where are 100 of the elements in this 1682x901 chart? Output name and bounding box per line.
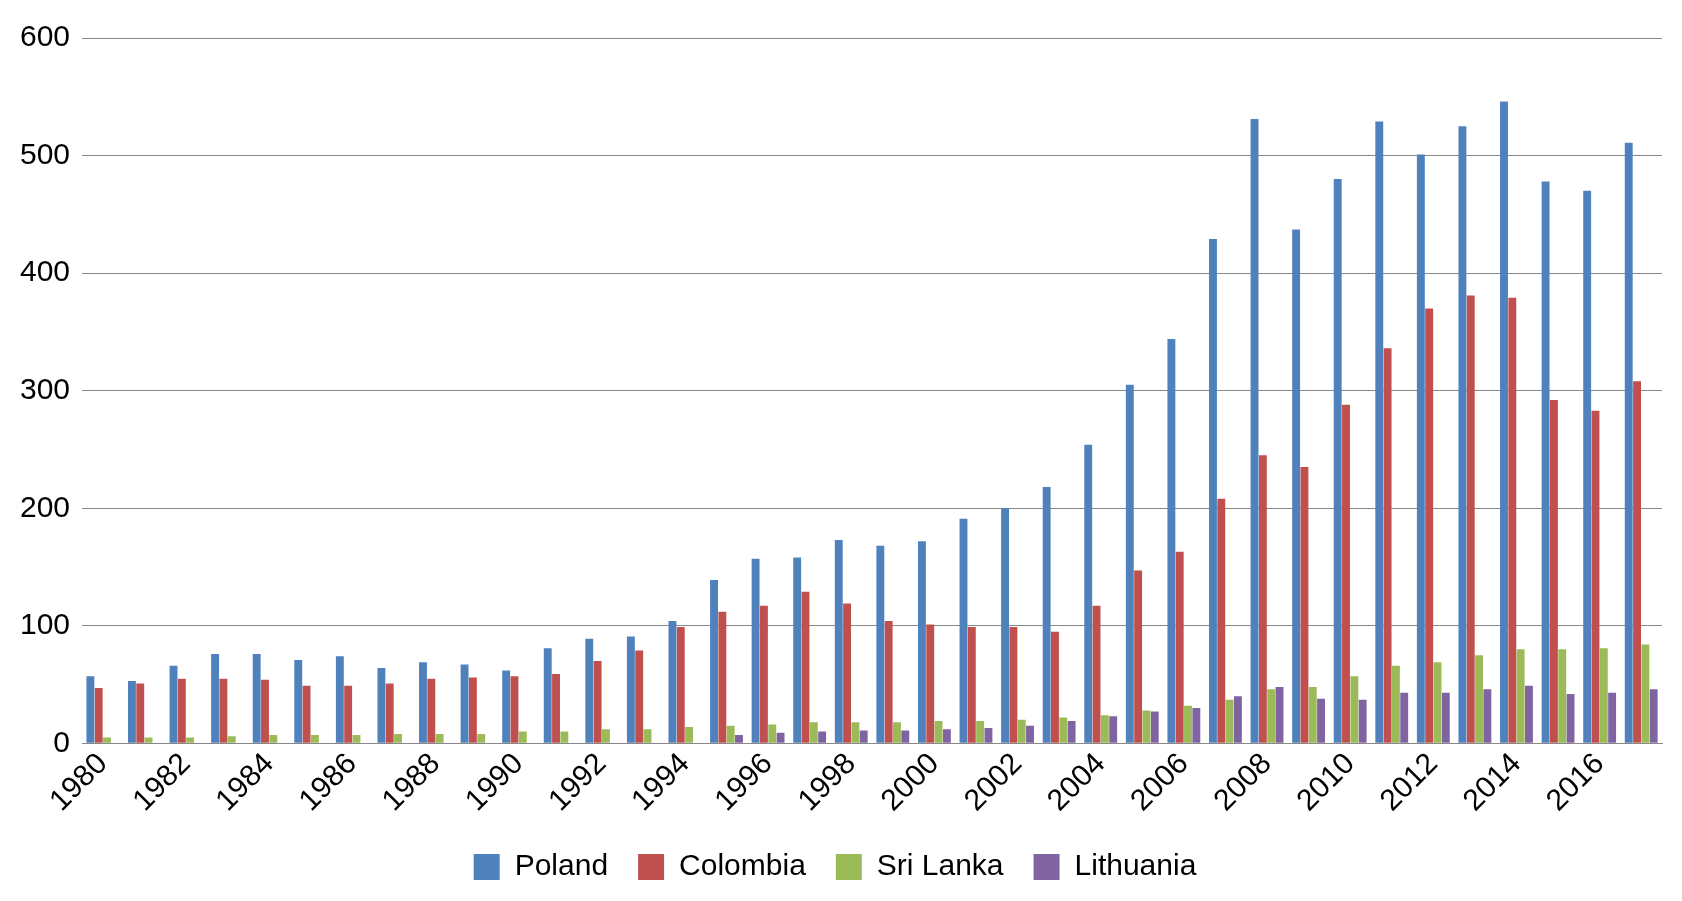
y-tick-label: 200: [19, 489, 71, 523]
bar: [1125, 384, 1134, 743]
bar: [1475, 655, 1484, 743]
bar: [1383, 348, 1392, 743]
y-tick-label: 600: [19, 19, 71, 53]
bar: [934, 721, 943, 743]
y-tick-label: 300: [19, 371, 71, 405]
bar: [128, 681, 136, 743]
bar: [144, 737, 153, 743]
bar: [884, 621, 893, 743]
bar: [219, 678, 228, 743]
bar: [1583, 190, 1592, 743]
bar: [302, 685, 311, 743]
bar: [186, 737, 195, 743]
bar: [1051, 631, 1059, 743]
bar: [211, 654, 220, 743]
bar: [335, 656, 344, 743]
bar: [1375, 121, 1384, 743]
bar: [477, 733, 486, 743]
bar: [385, 683, 394, 743]
bar: [1549, 400, 1558, 743]
bar: [294, 659, 303, 743]
bar: [1001, 508, 1010, 743]
bar: [635, 650, 644, 743]
bar: [917, 541, 926, 743]
bar: [103, 737, 111, 743]
bar: [502, 670, 511, 743]
bar: [136, 683, 145, 743]
bar: [468, 677, 477, 743]
bar: [1209, 239, 1217, 743]
bar: [818, 731, 827, 743]
bar: [1225, 699, 1234, 743]
bar: [1425, 308, 1434, 743]
bar: [676, 626, 685, 743]
bar: [1184, 705, 1192, 743]
bar: [1300, 467, 1309, 743]
bar: [1350, 676, 1359, 743]
bar: [352, 735, 361, 743]
bar: [377, 668, 386, 743]
bar: [1416, 154, 1425, 743]
bar: [1441, 692, 1450, 743]
bar: [710, 579, 718, 743]
bar: [1042, 487, 1051, 743]
bar: [1641, 644, 1650, 743]
bar: [1100, 715, 1109, 743]
legend-label: Colombia: [679, 848, 807, 882]
bar: [86, 676, 95, 743]
bar: [543, 648, 552, 743]
bar: [976, 721, 985, 743]
bar: [1142, 710, 1151, 743]
bar: [1217, 498, 1226, 743]
bar: [1358, 699, 1367, 743]
bar: [1333, 179, 1342, 743]
bar: [344, 685, 353, 743]
bar: [793, 557, 802, 743]
bar: [984, 728, 993, 743]
bar: [601, 729, 610, 743]
bar: [1558, 649, 1567, 743]
bar: [1633, 381, 1641, 743]
bar: [1458, 126, 1467, 743]
bar: [851, 722, 860, 743]
legend-label: Lithuania: [1074, 848, 1197, 882]
bar: [1084, 444, 1093, 743]
bar: [1167, 338, 1176, 743]
bar: [626, 636, 635, 743]
bar: [1317, 698, 1326, 743]
bar: [1267, 689, 1276, 743]
bar: [1292, 229, 1301, 743]
bar: [518, 731, 527, 743]
bar: [843, 603, 852, 743]
bar: [560, 731, 569, 743]
bar: [759, 605, 768, 743]
bar: [1608, 692, 1617, 743]
bar: [1308, 686, 1317, 743]
bar: [768, 724, 777, 743]
bar: [177, 678, 186, 743]
legend-label: Sri Lanka: [876, 848, 1004, 882]
bar: [1059, 717, 1068, 743]
bar: [1466, 295, 1475, 743]
y-tick-label: 400: [19, 254, 71, 288]
bar: [1500, 101, 1508, 743]
bar: [893, 722, 901, 743]
bar: [942, 729, 951, 743]
bar: [859, 730, 868, 743]
bar: [1649, 689, 1658, 743]
bar: [585, 638, 594, 743]
bar: [834, 539, 843, 743]
bar: [1109, 716, 1118, 743]
bar: [685, 726, 694, 743]
bar: [252, 654, 261, 743]
bar: [460, 664, 469, 743]
bar: [1192, 708, 1201, 743]
bar: [1516, 649, 1525, 743]
y-tick-label: 100: [19, 607, 71, 641]
bar: [1508, 297, 1517, 743]
bar: [1175, 551, 1184, 743]
bar: [751, 558, 760, 743]
bar: [1258, 455, 1267, 743]
bar: [1134, 570, 1143, 743]
bar: [310, 735, 319, 743]
